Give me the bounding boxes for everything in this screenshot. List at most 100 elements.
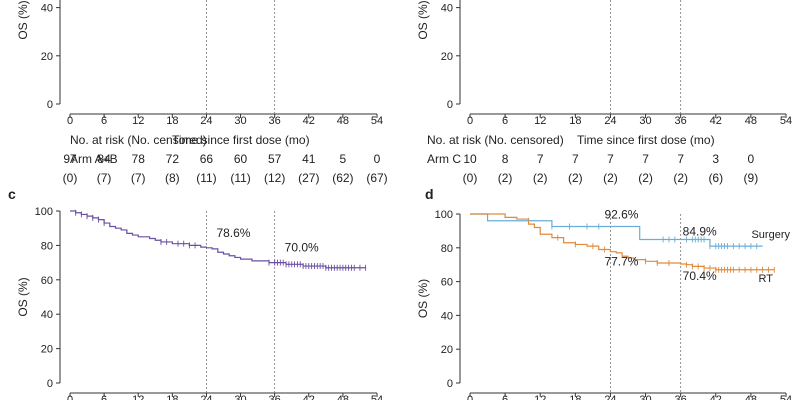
x-tick-label: 30	[234, 394, 246, 400]
risk-count: 5	[340, 152, 347, 166]
x-tick-label: 30	[234, 115, 246, 127]
risk-count: 3	[712, 152, 719, 166]
risk-count: 7	[607, 152, 614, 166]
x-tick-label: 12	[534, 394, 546, 400]
risk-table-arm: Arm A+B	[70, 152, 118, 166]
censored-count: (2)	[603, 171, 618, 185]
x-tick-label: 24	[200, 394, 212, 400]
x-tick-label: 18	[569, 115, 581, 127]
y-axis-label: OS (%)	[16, 277, 30, 316]
x-tick-label: 12	[132, 115, 144, 127]
series-label: Surgery	[751, 229, 790, 241]
y-tick-label: 80	[441, 243, 453, 255]
x-tick-label: 0	[67, 394, 73, 400]
y-tick-label: 80	[41, 240, 53, 252]
y-tick-label: 0	[447, 378, 453, 390]
risk-table-header: No. at risk (No. censored)	[70, 133, 207, 147]
censored-count: (2)	[673, 171, 688, 185]
y-tick-label: 40	[441, 310, 453, 322]
x-tick-label: 36	[269, 394, 281, 400]
y-axis-label: OS (%)	[416, 279, 430, 318]
censored-count: (0)	[63, 171, 78, 185]
y-tick-label: 20	[441, 344, 453, 356]
y-tick-label: 40	[41, 309, 53, 321]
x-tick-label: 42	[303, 115, 315, 127]
censored-count: (12)	[264, 171, 285, 185]
censored-count: (9)	[744, 171, 759, 185]
risk-count: 0	[748, 152, 755, 166]
risk-count: 66	[200, 152, 214, 166]
risk-count: 7	[642, 152, 649, 166]
censored-count: (27)	[298, 171, 319, 185]
x-tick-label: 24	[200, 115, 212, 127]
annotation-label: 77.7%	[604, 255, 638, 269]
y-tick-label: 100	[435, 209, 453, 221]
x-tick-label: 48	[745, 115, 757, 127]
censored-count: (67)	[366, 171, 387, 185]
x-axis-label: Time since first dose (mo)	[577, 133, 715, 147]
x-tick-label: 48	[337, 115, 349, 127]
x-tick-label: 6	[502, 115, 508, 127]
series-label: RT	[759, 273, 774, 285]
y-tick-label: 100	[35, 206, 53, 218]
x-tick-label: 36	[675, 115, 687, 127]
x-tick-label: 0	[67, 115, 73, 127]
x-tick-label: 48	[745, 394, 757, 400]
x-tick-label: 18	[166, 115, 178, 127]
x-tick-label: 0	[467, 115, 473, 127]
risk-count: 78	[132, 152, 146, 166]
x-tick-label: 24	[604, 394, 616, 400]
censored-count: (11)	[230, 171, 250, 185]
annotation-label: 78.6%	[216, 226, 250, 240]
x-tick-label: 6	[101, 115, 107, 127]
x-tick-label: 18	[569, 394, 581, 400]
y-tick-label: 20	[441, 51, 453, 63]
x-tick-label: 36	[269, 115, 281, 127]
risk-count: 57	[268, 152, 282, 166]
censored-count: (7)	[97, 171, 112, 185]
censored-count: (11)	[196, 171, 216, 185]
x-tick-label: 54	[371, 115, 383, 127]
risk-count: 84	[97, 152, 111, 166]
y-tick-label: 20	[41, 344, 53, 356]
x-tick-label: 30	[639, 394, 651, 400]
x-tick-label: 30	[639, 115, 651, 127]
censored-count: (6)	[708, 171, 723, 185]
x-tick-label: 12	[534, 115, 546, 127]
x-tick-label: 54	[371, 394, 383, 400]
annotation-label: 70.4%	[683, 269, 717, 283]
risk-count: 41	[302, 152, 316, 166]
y-tick-label: 20	[41, 51, 53, 63]
x-tick-label: 12	[132, 394, 144, 400]
km-curve	[70, 210, 366, 269]
censored-count: (7)	[131, 171, 146, 185]
risk-count: 7	[677, 152, 684, 166]
risk-count: 0	[374, 152, 381, 166]
x-tick-label: 6	[502, 394, 508, 400]
x-tick-label: 42	[710, 115, 722, 127]
risk-count: 7	[537, 152, 544, 166]
censored-count: (62)	[332, 171, 353, 185]
x-tick-label: 48	[337, 394, 349, 400]
panel-label: c	[8, 186, 16, 202]
y-tick-label: 40	[41, 3, 53, 15]
risk-count: 10	[463, 152, 477, 166]
annotation-label: 84.9%	[683, 225, 717, 239]
x-axis-label: Time since first dose (mo)	[172, 133, 310, 147]
y-tick-label: 0	[447, 99, 453, 111]
x-tick-label: 36	[675, 394, 687, 400]
y-axis-label: OS (%)	[16, 0, 30, 39]
x-tick-label: 0	[467, 394, 473, 400]
risk-count: 8	[502, 152, 509, 166]
risk-table-header: No. at risk (No. censored)	[427, 133, 564, 147]
x-tick-label: 42	[710, 394, 722, 400]
censored-count: (2)	[568, 171, 583, 185]
risk-count: 7	[572, 152, 579, 166]
panel-label: d	[425, 186, 434, 202]
annotation-label: 92.6%	[604, 208, 638, 222]
risk-count: 72	[166, 152, 180, 166]
annotation-label: 70.0%	[285, 241, 319, 255]
x-tick-label: 24	[604, 115, 616, 127]
x-tick-label: 54	[780, 115, 792, 127]
